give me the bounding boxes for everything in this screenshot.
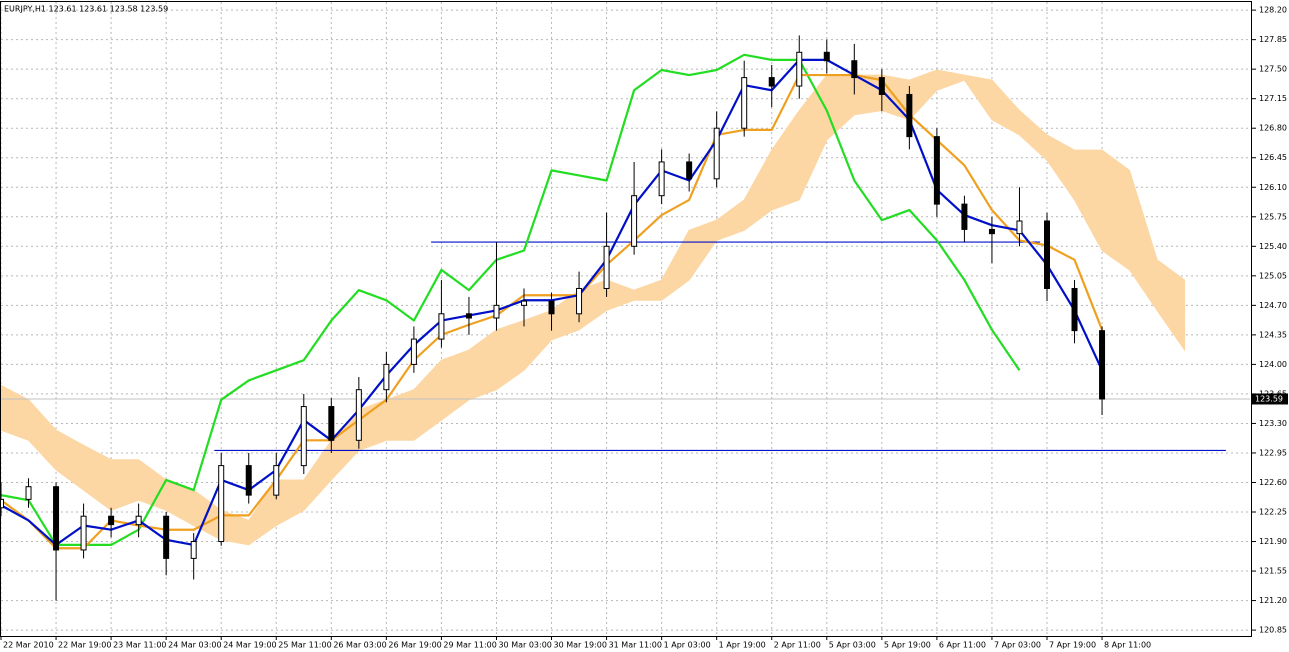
last-price-box bbox=[1252, 393, 1288, 405]
candle-body bbox=[1099, 330, 1106, 400]
y-tick-label: 122.95 bbox=[1259, 448, 1287, 457]
x-tick-label: 1 Apr 19:00 bbox=[719, 641, 766, 650]
cloud-layer bbox=[0, 69, 1186, 546]
candle-body bbox=[1016, 220, 1023, 235]
ichimoku-cloud bbox=[0, 69, 1186, 546]
candle-body bbox=[1071, 287, 1078, 332]
x-tick-label: 6 Apr 11:00 bbox=[939, 641, 986, 650]
x-tick-label: 24 Mar 19:00 bbox=[223, 641, 276, 650]
candle-body bbox=[548, 300, 555, 315]
y-tick-label: 121.90 bbox=[1259, 537, 1287, 546]
candle-body bbox=[658, 161, 665, 197]
y-tick-label: 126.80 bbox=[1259, 124, 1287, 133]
y-tick-label: 128.20 bbox=[1259, 6, 1287, 15]
x-tick-label: 31 Mar 11:00 bbox=[609, 641, 662, 650]
candle-body bbox=[823, 51, 830, 62]
y-tick-label: 125.05 bbox=[1259, 271, 1287, 280]
axis-layer: 128.20 127.85 127.50 127.15 126.80 126.45 126.… bbox=[0, 6, 1288, 650]
y-tick-label: 127.15 bbox=[1259, 94, 1287, 103]
candle-body bbox=[300, 406, 307, 467]
candle-body bbox=[108, 515, 115, 526]
candle-body bbox=[273, 465, 280, 496]
candle-body bbox=[603, 245, 610, 289]
y-tick-label: 125.40 bbox=[1259, 242, 1287, 251]
y-tick-label: 124.70 bbox=[1259, 301, 1287, 310]
x-tick-label: 2 Apr 11:00 bbox=[774, 641, 821, 650]
x-tick-label: 23 Mar 11:00 bbox=[113, 641, 166, 650]
y-tick-label: 127.50 bbox=[1259, 65, 1287, 74]
candle-body bbox=[878, 77, 885, 95]
candle-body bbox=[713, 127, 720, 180]
x-tick-label: 30 Mar 03:00 bbox=[498, 641, 551, 650]
candle-body bbox=[1043, 220, 1050, 289]
x-tick-label: 7 Apr 03:00 bbox=[994, 641, 1041, 650]
candle-body bbox=[796, 51, 803, 87]
y-tick-label: 126.10 bbox=[1259, 183, 1287, 192]
candle-body bbox=[135, 515, 142, 526]
y-tick-label: 124.00 bbox=[1259, 360, 1287, 369]
candles-layer bbox=[0, 35, 1106, 601]
y-tick-label: 122.25 bbox=[1259, 508, 1287, 517]
plot-frame bbox=[0, 1, 1252, 637]
candle-body bbox=[988, 228, 995, 235]
y-tick-label: 122.60 bbox=[1259, 478, 1287, 487]
y-tick-label: 121.20 bbox=[1259, 596, 1287, 605]
x-tick-label: 26 Mar 03:00 bbox=[333, 641, 386, 650]
candle-body bbox=[25, 486, 32, 500]
x-tick-label: 25 Mar 11:00 bbox=[278, 641, 331, 650]
y-tick-label: 120.85 bbox=[1259, 626, 1287, 635]
x-tick-label: 7 Apr 19:00 bbox=[1049, 641, 1096, 650]
x-tick-label: 8 Apr 11:00 bbox=[1104, 641, 1151, 650]
candle-body bbox=[493, 304, 500, 319]
y-tick-label: 127.85 bbox=[1259, 35, 1287, 44]
candle-body bbox=[851, 60, 858, 79]
x-tick-label: 30 Mar 19:00 bbox=[554, 641, 607, 650]
x-tick-label: 5 Apr 03:00 bbox=[829, 641, 876, 650]
x-tick-label: 24 Mar 03:00 bbox=[168, 641, 221, 650]
grid bbox=[0, 2, 1250, 636]
indicator-line bbox=[0, 53, 1021, 547]
candle-body bbox=[80, 515, 87, 551]
x-tick-label: 29 Mar 11:00 bbox=[443, 641, 496, 650]
chart-title: EURJPY,H1 123.61 123.61 123.58 123.59 bbox=[4, 5, 168, 14]
candle-body bbox=[741, 77, 748, 129]
candle-body bbox=[906, 93, 913, 138]
candle-body bbox=[631, 195, 638, 247]
x-tick-label: 5 Apr 19:00 bbox=[884, 641, 931, 650]
candle-body bbox=[328, 406, 335, 441]
x-tick-label: 22 Mar 19:00 bbox=[58, 641, 111, 650]
x-tick-label: 26 Mar 19:00 bbox=[388, 641, 441, 650]
x-tick-label: 1 Apr 03:00 bbox=[664, 641, 711, 650]
candle-body bbox=[190, 541, 197, 559]
y-tick-label: 125.75 bbox=[1259, 212, 1287, 221]
candle-body bbox=[465, 313, 472, 319]
y-tick-label: 123.30 bbox=[1259, 419, 1287, 428]
y-tick-label: 126.45 bbox=[1259, 153, 1287, 162]
candle-body bbox=[383, 363, 390, 391]
last-price-label: 123.59 bbox=[1255, 394, 1283, 403]
candle-body bbox=[933, 136, 940, 205]
y-tick-label: 121.55 bbox=[1259, 567, 1287, 576]
candle-body bbox=[438, 313, 445, 340]
candle-body bbox=[245, 465, 252, 496]
candle-body bbox=[520, 300, 527, 306]
x-tick-label: 22 Mar 2010 bbox=[3, 641, 54, 650]
y-tick-label: 124.35 bbox=[1259, 330, 1287, 339]
candle-body bbox=[163, 515, 170, 559]
candle-body bbox=[576, 287, 583, 315]
candle-body bbox=[961, 203, 968, 230]
candle-body bbox=[355, 389, 362, 441]
candle-body bbox=[218, 465, 225, 543]
candle-body bbox=[410, 338, 417, 365]
candle-body bbox=[53, 486, 60, 551]
candle-body bbox=[686, 161, 693, 180]
candle-body bbox=[768, 77, 775, 87]
